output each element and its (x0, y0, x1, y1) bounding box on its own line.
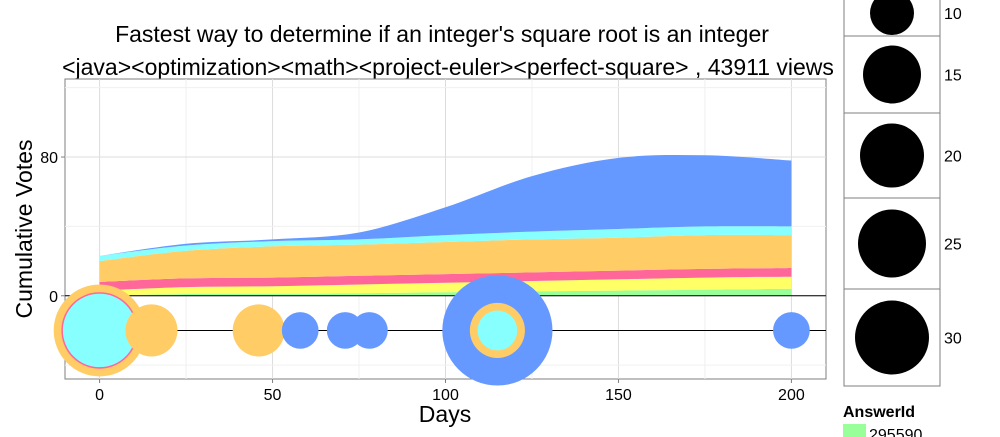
x-tick-label: 200 (778, 387, 805, 404)
area-series-4 (99, 234, 792, 282)
x-tick-label: 50 (264, 387, 282, 404)
size-legend-label: 15 (944, 68, 962, 85)
area-series-1 (99, 288, 792, 296)
area-series-5 (99, 226, 792, 262)
x-tick-label: 150 (605, 387, 632, 404)
x-tick-label: 100 (432, 387, 459, 404)
bubble-point (773, 312, 810, 349)
bubble-point (351, 312, 388, 349)
size-legend-circle (858, 209, 926, 278)
size-legend-circle (855, 300, 929, 375)
bubble-point (62, 293, 137, 368)
size-legend: 10 15 20 25 30 (843, 0, 962, 387)
size-legend-circle (870, 0, 914, 35)
y-tick-label: 0 (49, 289, 58, 306)
bubble-point (477, 310, 518, 351)
size-legend-label: 20 (944, 149, 962, 166)
x-tick-label: 0 (95, 387, 104, 404)
answer-legend: AnswerId 295590 (843, 404, 922, 437)
size-legend-circle (860, 123, 924, 188)
size-legend-label: 25 (944, 237, 962, 254)
y-tick-label: 80 (40, 150, 58, 167)
chart-title: Fastest way to determine if an integer's… (115, 21, 769, 47)
answer-legend-swatch (843, 424, 866, 437)
answer-legend-title: AnswerId (843, 404, 915, 421)
bubble-point (281, 312, 319, 349)
x-axis-title: Days (419, 401, 471, 427)
area-series-2 (99, 276, 792, 296)
size-legend-label: 10 (944, 6, 962, 23)
answer-legend-label: 295590 (869, 427, 922, 437)
area-series-3 (99, 268, 792, 291)
size-legend-circle (863, 45, 921, 104)
y-axis-title: Cumulative Votes (11, 140, 37, 319)
bubble-point (125, 304, 178, 357)
bubble-point (232, 304, 285, 357)
plot-panel: 0 50 100 150 200 0 80 (40, 78, 827, 404)
chart-subtitle: <java><optimization><math><project-euler… (62, 54, 834, 80)
size-legend-label: 30 (944, 331, 962, 348)
area-series-6 (99, 155, 792, 256)
